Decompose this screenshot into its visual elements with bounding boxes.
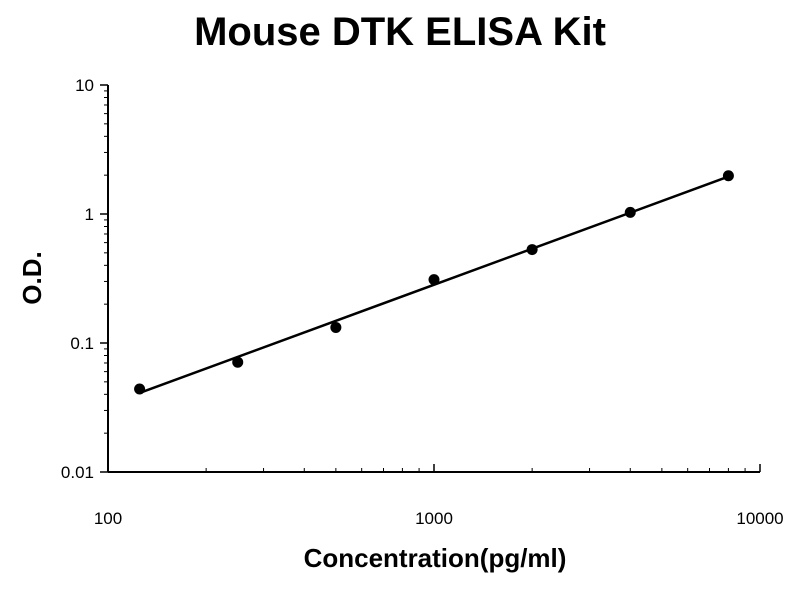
data-point — [428, 274, 440, 286]
x-tick-label: 10000 — [736, 509, 783, 528]
data-point — [624, 206, 636, 218]
y-tick-label: 10 — [75, 76, 94, 95]
y-tick-label: 1 — [85, 205, 94, 224]
axis-ticks — [100, 84, 761, 473]
x-tick-label: 1000 — [415, 509, 453, 528]
y-tick-label: 0.01 — [61, 463, 94, 482]
x-axis-label: Concentration(pg/ml) — [303, 543, 567, 573]
data-point — [526, 244, 538, 256]
data-point — [232, 356, 244, 368]
data-points — [134, 170, 734, 395]
y-tick-label: 0.1 — [70, 334, 94, 353]
data-point — [722, 170, 734, 182]
data-point — [330, 321, 342, 333]
chart-title: Mouse DTK ELISA Kit — [194, 10, 606, 54]
x-tick-label: 100 — [94, 509, 122, 528]
tick-labels: 0.01 0.1 1 10 100 1000 10000 — [61, 76, 784, 528]
data-point — [134, 383, 146, 395]
